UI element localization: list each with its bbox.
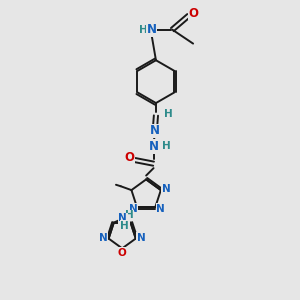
Text: H: H	[120, 220, 129, 231]
Text: N: N	[146, 23, 157, 36]
Text: N: N	[156, 204, 165, 214]
Text: N: N	[137, 233, 146, 243]
Text: H: H	[139, 25, 148, 34]
Text: N: N	[148, 140, 159, 153]
Text: H: H	[164, 109, 173, 119]
Text: N: N	[162, 184, 171, 194]
Text: O: O	[125, 151, 135, 164]
Text: H: H	[162, 141, 170, 152]
Text: O: O	[188, 7, 198, 20]
Text: N: N	[118, 213, 127, 224]
Text: N: N	[99, 233, 108, 243]
Text: N: N	[129, 204, 138, 214]
Text: O: O	[118, 248, 127, 258]
Text: N: N	[150, 124, 160, 137]
Text: H: H	[125, 211, 134, 220]
